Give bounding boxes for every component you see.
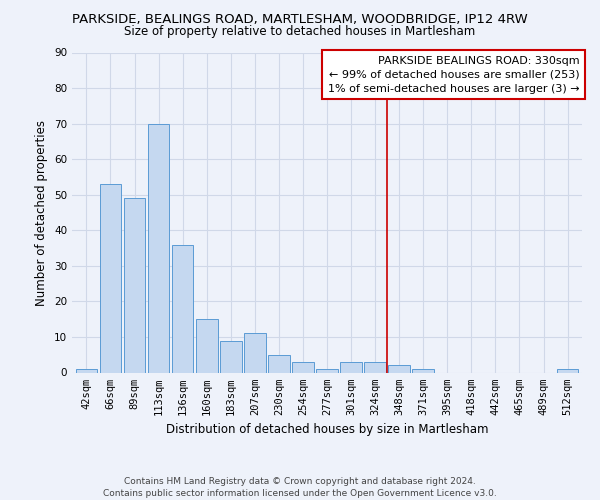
Bar	[220, 340, 242, 372]
Y-axis label: Number of detached properties: Number of detached properties	[35, 120, 49, 306]
X-axis label: Distribution of detached houses by size in Martlesham: Distribution of detached houses by size …	[166, 423, 488, 436]
Bar	[100, 184, 121, 372]
Text: Contains HM Land Registry data © Crown copyright and database right 2024.
Contai: Contains HM Land Registry data © Crown c…	[103, 476, 497, 498]
Bar	[412, 369, 434, 372]
Bar	[292, 362, 314, 372]
Bar	[196, 319, 218, 372]
Text: Size of property relative to detached houses in Martlesham: Size of property relative to detached ho…	[124, 25, 476, 38]
Bar	[76, 369, 97, 372]
Bar	[124, 198, 145, 372]
Bar	[244, 334, 266, 372]
Bar	[340, 362, 362, 372]
Bar	[364, 362, 386, 372]
Bar	[388, 366, 410, 372]
Text: PARKSIDE BEALINGS ROAD: 330sqm
← 99% of detached houses are smaller (253)
1% of : PARKSIDE BEALINGS ROAD: 330sqm ← 99% of …	[328, 56, 580, 94]
Bar	[316, 369, 338, 372]
Text: PARKSIDE, BEALINGS ROAD, MARTLESHAM, WOODBRIDGE, IP12 4RW: PARKSIDE, BEALINGS ROAD, MARTLESHAM, WOO…	[72, 12, 528, 26]
Bar	[557, 369, 578, 372]
Bar	[172, 244, 193, 372]
Bar	[268, 354, 290, 372]
Bar	[148, 124, 169, 372]
